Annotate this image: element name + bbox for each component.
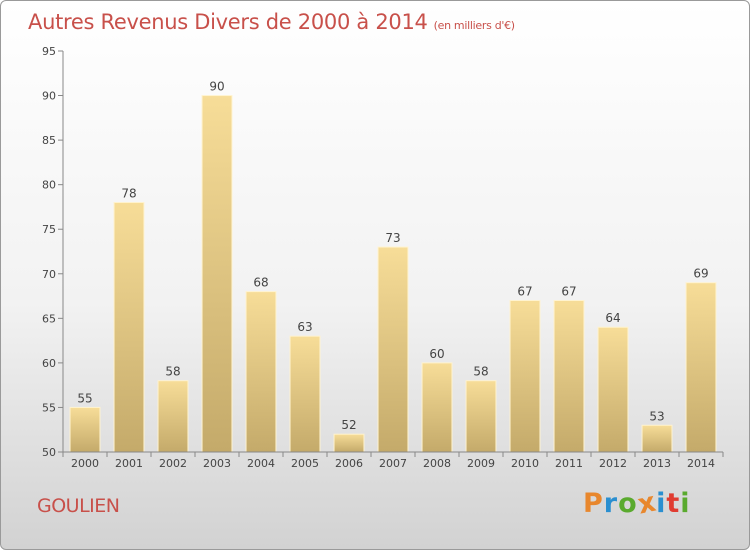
x-tick-label-2000: 2000 [71, 457, 99, 470]
y-tick-label: 85 [42, 134, 56, 147]
logo-letter: P [583, 488, 604, 519]
bar-2011[interactable] [553, 300, 585, 453]
y-tick-label: 95 [42, 45, 56, 58]
bar-2005[interactable] [289, 335, 321, 453]
data-label-2002: 58 [165, 365, 180, 379]
bar-2001[interactable] [113, 201, 145, 453]
bar-2003[interactable] [201, 95, 233, 453]
bar-2009[interactable] [465, 380, 497, 453]
bar-2008[interactable] [421, 362, 453, 453]
logo-letter: i [680, 488, 691, 519]
bar-2006[interactable] [333, 433, 365, 453]
bar-2000[interactable] [69, 406, 101, 453]
commune-name: GOULIEN [37, 495, 120, 517]
x-tick-label-2013: 2013 [643, 457, 671, 470]
y-tick-label: 60 [42, 357, 56, 370]
data-label-2013: 53 [649, 409, 664, 423]
y-tick-label: 55 [42, 401, 56, 414]
x-tick-label-2010: 2010 [511, 457, 539, 470]
data-label-2014: 69 [693, 267, 708, 281]
data-label-2008: 60 [429, 347, 444, 361]
x-axis: 2000 2001 2002 2003 2004 2005 2006 2007 2008 2009… [62, 451, 724, 470]
x-tick-label-2005: 2005 [291, 457, 319, 470]
x-tick-label-2001: 2001 [115, 457, 143, 470]
y-tick-label: 50 [42, 446, 56, 459]
bars: 55 78 58 90 68 63 52 73 60 58 67 67 64 53 69 [69, 80, 717, 453]
x-tick-label-2004: 2004 [247, 457, 275, 470]
bar-2004[interactable] [245, 291, 277, 453]
x-tick-label-2007: 2007 [379, 457, 407, 470]
y-tick-label: 80 [42, 179, 56, 192]
bar-2002[interactable] [157, 380, 189, 453]
x-tick-label-2011: 2011 [555, 457, 583, 470]
bar-2012[interactable] [597, 326, 629, 453]
data-label-2007: 73 [385, 231, 400, 245]
chart-title: Autres Revenus Divers de 2000 à 2014 (en … [28, 10, 515, 34]
proxiti-logo[interactable]: Proxiti [583, 486, 691, 520]
y-axis: 50 55 60 65 70 75 80 85 90 95 [42, 45, 64, 459]
data-label-2009: 58 [473, 365, 488, 379]
x-tick-label-2002: 2002 [159, 457, 187, 470]
x-tick-label-2006: 2006 [335, 457, 363, 470]
x-tick-label-2009: 2009 [467, 457, 495, 470]
logo-letter: o [618, 488, 638, 519]
x-tick-label-2012: 2012 [599, 457, 627, 470]
data-label-2004: 68 [253, 276, 268, 290]
y-tick-label: 75 [42, 223, 56, 236]
data-label-2011: 67 [561, 285, 576, 299]
data-label-2010: 67 [517, 285, 532, 299]
bar-2007[interactable] [377, 246, 409, 453]
chart-subtitle: (en milliers d'€) [433, 19, 515, 32]
data-label-2012: 64 [605, 311, 620, 325]
data-label-2003: 90 [209, 80, 224, 94]
bar-2014[interactable] [685, 282, 717, 453]
chart-title-text: Autres Revenus Divers de 2000 à 2014 [28, 10, 428, 34]
x-tick-label-2014: 2014 [687, 457, 715, 470]
data-label-2000: 55 [77, 391, 92, 405]
data-label-2001: 78 [121, 186, 136, 200]
y-tick-label: 90 [42, 90, 56, 103]
bar-2013[interactable] [641, 424, 673, 453]
x-tick-label-2003: 2003 [203, 457, 231, 470]
x-tick-label-2008: 2008 [423, 457, 451, 470]
data-label-2006: 52 [341, 418, 356, 432]
bar-2010[interactable] [509, 300, 541, 453]
y-tick-label: 65 [42, 312, 56, 325]
logo-letter: r [603, 488, 619, 519]
logo-letter: t [666, 488, 681, 519]
data-label-2005: 63 [297, 320, 312, 334]
logo-letter: i [656, 488, 667, 519]
y-tick-label: 70 [42, 268, 56, 281]
